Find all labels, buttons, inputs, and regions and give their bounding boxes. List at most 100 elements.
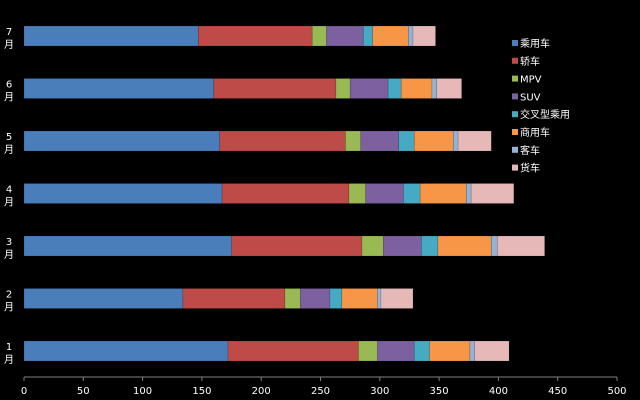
bar-segment-0-0: [23, 25, 199, 47]
bar-segment-3-2: [360, 130, 400, 152]
bar-segment-1-5: [182, 288, 286, 309]
category-label-number: 1: [6, 342, 12, 353]
bar-segment-6-2: [453, 130, 459, 152]
x-tick-label: 400: [489, 386, 508, 397]
x-tick-label: 100: [133, 386, 152, 397]
category-label-month: 月: [4, 197, 14, 209]
x-tick-label: 350: [430, 386, 449, 397]
bar-segment-7-0: [412, 25, 436, 47]
x-tick-label: 200: [252, 386, 271, 397]
bar-segment-5-3: [419, 183, 467, 204]
bar-segment-2-3: [348, 183, 366, 204]
bar-segment-5-4: [437, 235, 492, 257]
bar-segment-4-0: [362, 25, 373, 47]
x-axis-ticks: 0 50 100 150 200 250 300 350 400 450 500: [21, 377, 627, 397]
x-tick-label: 250: [311, 386, 330, 397]
legend-swatch: [512, 146, 518, 153]
bar-segment-0-3: [23, 183, 223, 204]
category-label-month: 月: [4, 92, 14, 104]
bar-segment-7-5: [380, 288, 414, 309]
bar-segment-1-0: [198, 25, 313, 47]
category-label-number: 2: [6, 290, 12, 301]
bar-segment-7-2: [457, 130, 492, 152]
bar-segment-4-1: [387, 78, 402, 99]
legend-swatch: [512, 111, 518, 118]
bar-segment-5-1: [400, 78, 433, 99]
legend-label: MPV: [520, 75, 542, 86]
bar-segment-3-3: [365, 183, 404, 204]
legend-label: 客车: [520, 144, 540, 157]
bar-segment-7-4: [496, 235, 545, 257]
bar-segment-1-2: [219, 130, 346, 152]
bar-segment-6-5: [377, 288, 382, 309]
bar-segment-2-1: [335, 78, 351, 99]
bar-segment-1-4: [231, 235, 363, 257]
legend-swatch: [512, 93, 518, 100]
legend-swatch: [512, 164, 518, 171]
bar-segment-2-5: [284, 288, 301, 309]
bar-segment-4-5: [329, 288, 343, 309]
bar-segment-7-6: [474, 340, 510, 362]
legend-swatch: [512, 40, 518, 46]
category-label-number: 5: [6, 132, 12, 143]
category-label-month: 月: [4, 39, 14, 51]
bar-segment-6-0: [408, 25, 414, 47]
category-label-month: 月: [4, 144, 14, 156]
bar-segment-7-3: [470, 183, 515, 204]
bar-segment-2-2: [345, 130, 362, 152]
category-label-number: 4: [6, 185, 12, 196]
bar-segment-4-2: [398, 130, 415, 152]
x-tick-label: 0: [21, 386, 27, 397]
legend-label: 货车: [520, 162, 540, 175]
category-label-month: 月: [4, 249, 14, 261]
bar-segment-3-1: [349, 78, 389, 99]
bars-group: [23, 25, 545, 362]
legend-swatch: [512, 75, 518, 82]
x-tick-label: 450: [548, 386, 567, 397]
legend-label: 商用车: [520, 126, 550, 139]
category-label-number: 6: [6, 80, 12, 91]
bar-segment-1-1: [213, 78, 337, 99]
bar-segment-0-5: [23, 288, 184, 309]
bar-segment-5-6: [429, 340, 471, 362]
x-tick-label: 150: [192, 386, 211, 397]
bar-segment-4-4: [421, 235, 439, 257]
category-label-month: 月: [4, 302, 14, 314]
bar-segment-0-2: [23, 130, 220, 152]
bar-segment-5-2: [413, 130, 454, 152]
bar-segment-6-3: [466, 183, 472, 204]
bar-segment-1-3: [221, 183, 350, 204]
bar-segment-1-6: [227, 340, 359, 362]
legend-label: 轿车: [520, 55, 540, 68]
legend-label: 乘用车: [520, 37, 550, 50]
bar-segment-6-1: [431, 78, 437, 99]
category-label-number: 7: [6, 27, 12, 38]
bar-segment-4-3: [403, 183, 421, 204]
x-tick-label: 300: [370, 386, 389, 397]
category-label-month: 月: [4, 354, 14, 366]
bar-segment-6-6: [469, 340, 475, 362]
legend-swatch: [512, 57, 518, 64]
category-label-number: 3: [6, 237, 12, 248]
bar-segment-5-5: [341, 288, 378, 309]
bar-segment-3-0: [326, 25, 364, 47]
x-tick-label: 50: [77, 386, 90, 397]
bar-segment-2-0: [311, 25, 327, 47]
x-tick-label: 500: [607, 386, 626, 397]
bar-segment-0-4: [23, 235, 232, 257]
bar-segment-2-4: [361, 235, 384, 257]
bar-segment-4-6: [413, 340, 430, 362]
bar-segment-0-6: [23, 340, 229, 362]
bar-segment-2-6: [358, 340, 378, 362]
bar-segment-3-6: [377, 340, 415, 362]
legend-label: SUV: [520, 92, 541, 103]
bar-segment-0-1: [23, 78, 215, 99]
bar-segment-3-4: [383, 235, 422, 257]
legend-swatch: [512, 129, 518, 135]
bar-segment-5-0: [372, 25, 409, 47]
bar-segment-6-4: [491, 235, 498, 257]
bar-segment-3-5: [300, 288, 331, 309]
